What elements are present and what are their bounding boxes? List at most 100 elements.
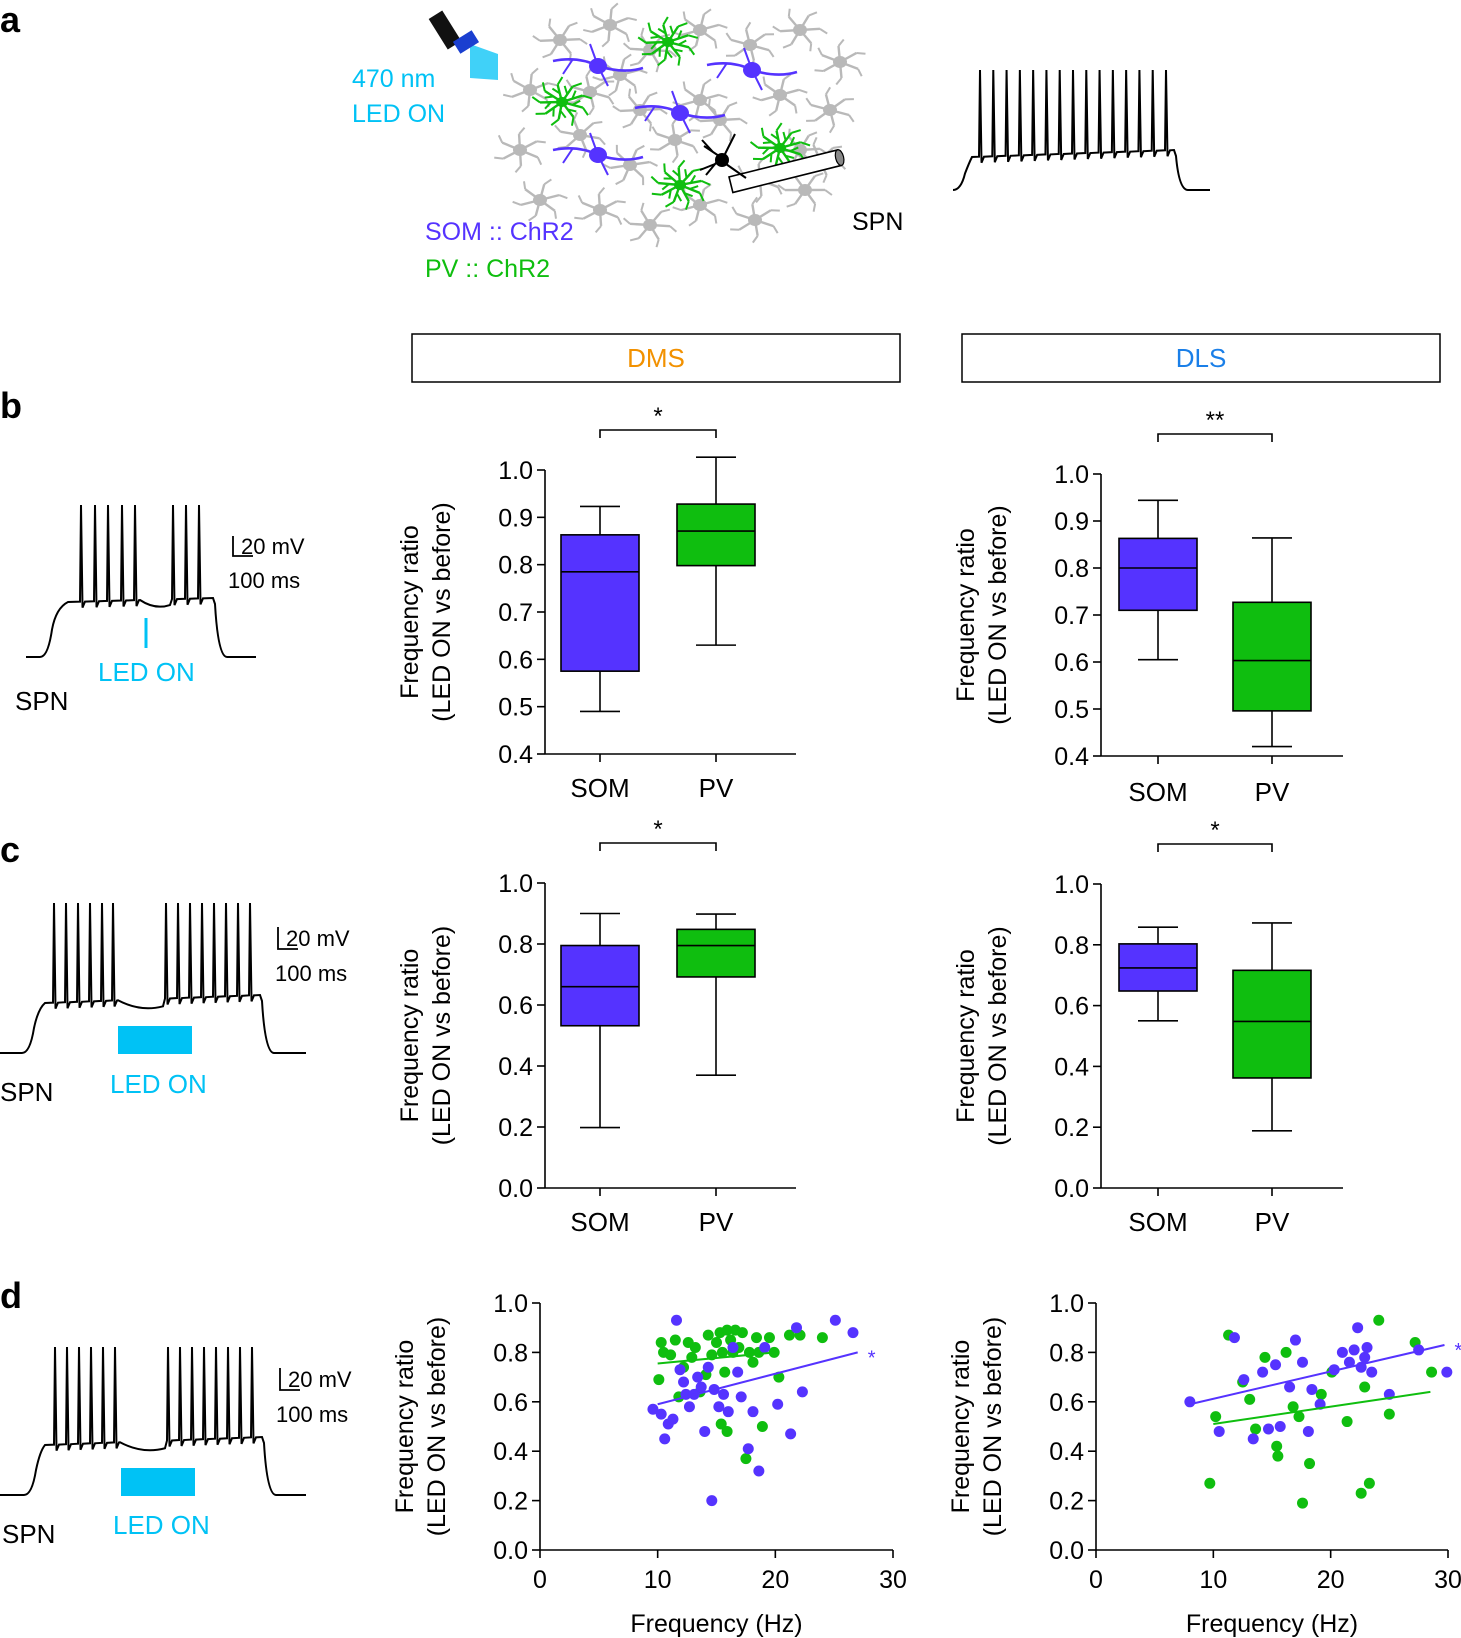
som-neuron	[706, 47, 798, 91]
pv-neuron-soma	[662, 36, 674, 48]
data-point-som	[785, 1428, 797, 1440]
y-tick-label: 0.0	[498, 1175, 533, 1203]
background-neuron-branch	[554, 124, 562, 133]
background-neuron-soma	[613, 69, 627, 81]
background-neuron-branch	[777, 186, 783, 195]
background-neuron-branch	[777, 184, 786, 191]
background-neuron-branch	[659, 108, 668, 115]
pv-neuron-branch	[650, 35, 660, 39]
background-neuron	[512, 178, 568, 222]
data-point-pv	[763, 1332, 775, 1344]
background-neuron-branch	[688, 219, 697, 227]
pv-neuron-branch	[677, 56, 681, 66]
pv-neuron-branch	[678, 39, 687, 46]
background-neuron	[532, 18, 588, 62]
pv-neuron-soma	[674, 179, 686, 191]
pv-neuron-branch	[669, 25, 675, 35]
series-som	[647, 1314, 859, 1507]
data-point-som	[670, 1314, 682, 1326]
data-point-som	[772, 1398, 784, 1410]
box-som	[560, 912, 640, 1129]
background-neuron-soma	[593, 204, 607, 216]
pv-neuron-branch	[550, 118, 560, 126]
background-neuron-branch	[640, 202, 645, 211]
data-point-som	[1262, 1423, 1274, 1435]
data-point-som	[659, 1433, 671, 1445]
background-neuron-branch	[648, 123, 652, 132]
y-axis-label-sub: (LED ON vs before)	[984, 505, 1012, 725]
som-neuron	[552, 43, 644, 87]
background-neuron-branch	[786, 202, 796, 208]
data-point-som	[753, 1465, 765, 1477]
y-axis-label: Frequency ratio	[391, 1340, 419, 1514]
pv-neuron-branch	[559, 110, 567, 119]
background-neuron-branch	[822, 174, 828, 183]
panel-letter-b: b	[0, 385, 22, 426]
y-axis-label: Frequency ratio	[396, 525, 424, 699]
pv-neuron-branch	[677, 30, 683, 40]
data-point-pv	[740, 1453, 752, 1465]
data-point-pv	[1287, 1401, 1299, 1413]
pv-neuron-branch	[556, 76, 564, 86]
pv-neuron-branch	[563, 85, 569, 95]
pv-neuron-branch	[698, 192, 705, 202]
data-point-som	[1270, 1359, 1282, 1371]
pv-neuron-branch	[665, 50, 673, 59]
background-neuron-branch	[636, 144, 645, 151]
y-tick-label: 1.0	[493, 1290, 528, 1318]
background-neuron-branch	[608, 96, 615, 105]
data-point-pv	[1210, 1411, 1222, 1423]
background-neuron-branch	[752, 96, 762, 102]
data-point-pv	[1244, 1393, 1256, 1405]
iqr-box	[676, 928, 756, 978]
y-tick-label: 0.8	[1049, 1339, 1084, 1367]
optogenetics-schematic: 470 nm LED ON SOM :: ChR2 PV :: ChR2 SPN	[352, 2, 1210, 283]
scale-voltage-c: 20 mV	[286, 926, 350, 951]
som-neuron	[552, 132, 644, 176]
data-point-pv	[716, 1346, 728, 1358]
data-point-som	[702, 1361, 714, 1373]
data-point-pv	[747, 1356, 759, 1368]
data-point-som	[1306, 1383, 1318, 1395]
y-tick-label: 0.9	[498, 504, 533, 532]
background-neuron-branch	[856, 51, 866, 55]
pv-neuron-branch	[571, 99, 581, 106]
data-point-pv	[756, 1421, 768, 1432]
y-tick-label: 0.6	[1049, 1389, 1084, 1417]
data-point-som	[759, 1341, 771, 1353]
background-neuron-branch	[629, 62, 640, 67]
category-label: SOM	[1128, 1207, 1187, 1237]
background-neuron-branch	[585, 68, 592, 77]
background-neuron-soma	[513, 144, 527, 156]
background-neuron	[554, 111, 606, 159]
led-torch-icon	[428, 10, 498, 80]
data-point-pv	[721, 1425, 733, 1437]
data-point-pv	[1293, 1411, 1305, 1423]
data-point-pv	[1280, 1346, 1292, 1358]
data-point-som	[1302, 1425, 1314, 1437]
background-neuron	[672, 8, 728, 52]
data-point-som	[1184, 1396, 1196, 1408]
led-bar-c	[118, 1026, 192, 1054]
pv-neuron-soma	[774, 142, 786, 154]
boxplot-dls-b: 0.4 0.5 0.6 0.7 0.8 0.9 1.0 Frequency ratio (LED…	[952, 407, 1343, 807]
background-neuron	[814, 38, 866, 86]
y-tick-label: 0.5	[1054, 696, 1089, 724]
background-neuron-branch	[521, 105, 530, 113]
pv-neurons	[531, 16, 811, 210]
data-point-som	[1289, 1334, 1301, 1346]
data-point-som	[678, 1376, 690, 1388]
background-neuron-soma	[748, 214, 762, 226]
background-neuron	[622, 27, 678, 73]
background-neuron-branch	[543, 178, 552, 186]
box-som	[1118, 926, 1198, 1022]
y-tick-label: 0.6	[498, 646, 533, 674]
y-tick-label: 0.6	[1054, 993, 1089, 1021]
spn-label-d: SPN	[2, 1519, 55, 1549]
background-neuron-branch	[594, 225, 602, 234]
background-neuron-branch	[809, 43, 813, 52]
fit-line-som	[657, 1351, 858, 1406]
y-tick-label: 0.8	[498, 931, 533, 959]
data-point-som	[1284, 1381, 1296, 1393]
background-neuron	[583, 2, 637, 48]
